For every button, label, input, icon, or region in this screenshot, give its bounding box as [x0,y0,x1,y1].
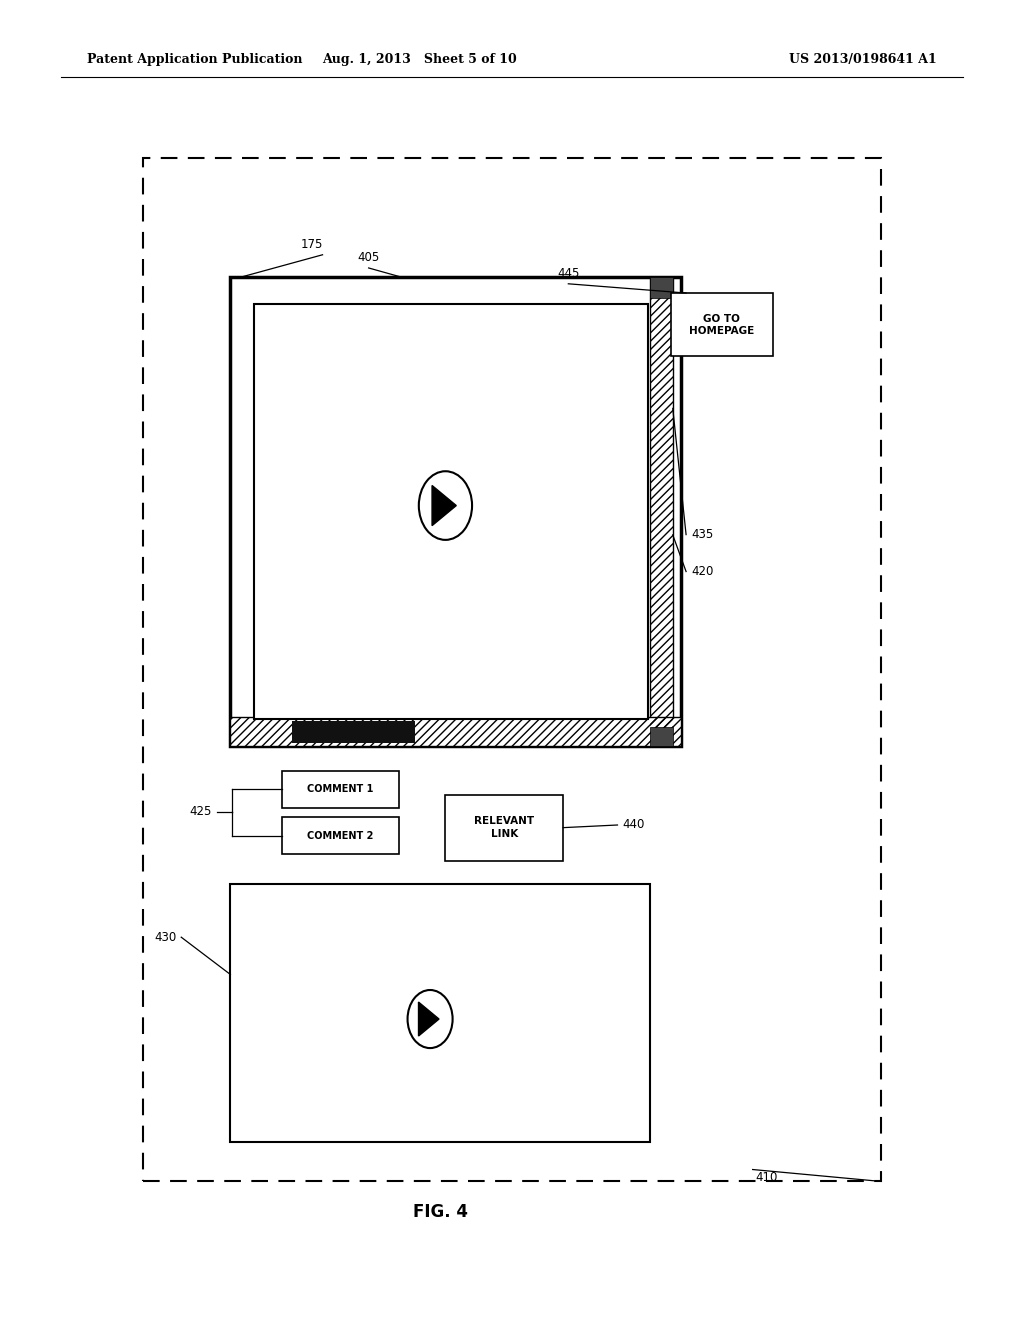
Bar [282,771,399,808]
Text: GO TO
HOMEPAGE: GO TO HOMEPAGE [689,314,755,335]
Text: 410: 410 [756,1171,778,1184]
Text: RELEVANT
LINK: RELEVANT LINK [474,817,535,838]
Text: 420: 420 [691,565,714,578]
Text: 435: 435 [691,528,714,541]
Text: 440: 440 [623,818,645,832]
Text: 405: 405 [357,251,380,264]
Text: 430: 430 [154,931,176,944]
Text: 175: 175 [301,238,324,251]
Text: 445: 445 [557,267,580,280]
Text: Patent Application Publication: Patent Application Publication [87,53,302,66]
Bar [230,277,681,746]
Text: COMMENT 1: COMMENT 1 [307,784,374,795]
Text: FIG. 4: FIG. 4 [413,1203,468,1221]
Text: 425: 425 [189,805,212,818]
Bar [671,293,773,356]
Bar [650,277,673,298]
Bar [143,158,881,1181]
Text: US 2013/0198641 A1: US 2013/0198641 A1 [790,53,937,66]
Text: Aug. 1, 2013   Sheet 5 of 10: Aug. 1, 2013 Sheet 5 of 10 [323,53,517,66]
Polygon shape [432,486,457,525]
Bar [254,304,648,719]
Bar [292,721,415,743]
Bar [282,817,399,854]
Circle shape [419,471,472,540]
Bar [445,795,563,861]
Bar [650,727,673,746]
Bar [650,277,673,746]
Polygon shape [419,1002,439,1036]
Text: COMMENT 2: COMMENT 2 [307,830,374,841]
Bar [650,277,673,746]
Bar [230,884,650,1142]
Circle shape [408,990,453,1048]
Bar [230,717,681,746]
